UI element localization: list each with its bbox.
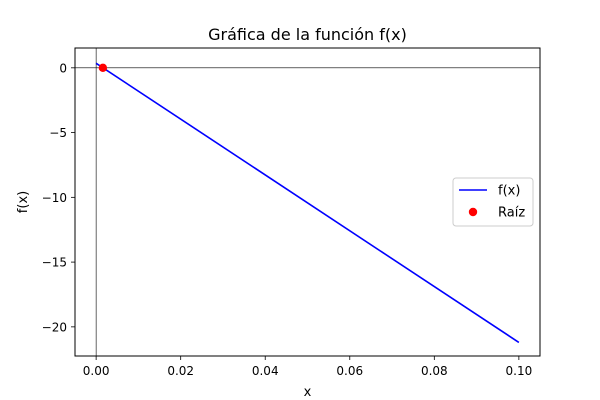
x-tick-label: 0.02 [167,364,194,378]
x-tick-label: 0.00 [83,364,110,378]
y-axis-ticks: 0 −5 −10 −15 −20 [42,61,75,334]
x-tick-label: 0.10 [506,364,533,378]
legend: f(x) Raíz [452,177,534,227]
x-tick-label: 0.06 [336,364,363,378]
root-point [98,63,108,73]
y-axis-label: f(x) [16,191,31,213]
chart-title: Gráfica de la función f(x) [208,25,407,44]
series-line-fx [95,62,520,344]
legend-label: f(x) [498,184,520,199]
plot-series [95,62,520,344]
axes-frame [74,47,541,357]
y-tick-label: −15 [42,256,67,270]
reference-lines [75,48,540,356]
y-tick-label: −5 [49,126,67,140]
legend-point-swatch [468,207,478,217]
y-tick-label: 0 [59,61,67,75]
x-tick-label: 0.08 [421,364,448,378]
x-tick-label: 0.04 [252,364,279,378]
x-axis-label: x [304,385,312,400]
y-tick-label: −10 [42,191,67,205]
legend-label: Raíz [498,206,525,221]
x-axis-ticks: 0.00 0.02 0.04 0.06 0.08 0.10 [83,356,532,378]
y-tick-label: −20 [42,320,67,334]
